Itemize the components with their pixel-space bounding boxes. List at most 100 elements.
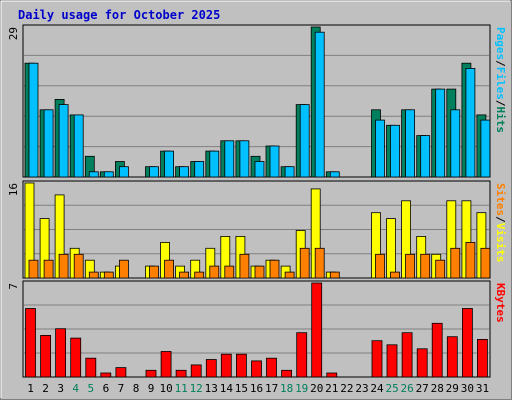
bar-sites-day-3 [58,253,69,279]
x-tick-label: 26 [400,382,413,395]
bar-sites-day-15 [239,253,250,279]
bar-kbytes-day-5 [85,357,97,378]
x-tick-label: 4 [72,382,79,395]
bar-sites-day-24 [375,253,385,279]
x-tick-label: 15 [235,382,248,395]
bar-files-day-16 [254,161,265,178]
x-tick-label: 6 [103,382,110,395]
bar-kbytes-day-30 [461,308,473,378]
x-tick-label: 3 [57,382,64,395]
legend-kbytes: KBytes [494,283,507,323]
bar-files-day-2 [43,109,54,178]
bar-kbytes-day-7 [115,367,127,378]
bar-sites-day-10 [164,259,175,279]
bar-kbytes-day-6 [100,372,112,378]
max-value-label: 16 [7,183,20,196]
bar-sites-day-19 [299,247,310,279]
bar-sites-day-25 [390,271,400,279]
series-legend-label: KBytes [494,283,507,323]
bar-kbytes-day-19 [296,332,308,378]
x-axis-labels: 1 2 3 4 5 6 7 8 9 10 11 12 13 14 15 16 17 18 19 20 21 22 23 24 2… [27,382,489,395]
x-tick-label: 21 [325,382,338,395]
bar-kbytes-day-20 [311,282,323,378]
bar-kbytes-day-24 [371,340,383,378]
bar-sites-day-27 [420,253,431,279]
x-tick-label: 25 [385,382,398,395]
bar-files-day-27 [420,135,431,178]
x-tick-label: 1 [27,382,34,395]
x-tick-label: 14 [220,382,234,395]
legend-slash: / [494,216,507,223]
bar-files-day-5 [88,171,99,178]
x-tick-label: 30 [461,382,474,395]
series-legend-label: Sites/Visits [494,183,507,263]
bar-kbytes-day-16 [251,360,262,378]
bar-files-day-18 [284,166,295,178]
bar-kbytes-day-26 [401,332,413,378]
x-tick-label: 31 [476,382,489,395]
x-tick-label: 17 [265,382,278,395]
bar-files-day-9 [149,166,159,178]
bar-kbytes-day-2 [40,334,51,378]
bar-kbytes-day-9 [145,369,157,378]
x-tick-label: 22 [340,382,353,395]
bar-kbytes-day-18 [281,369,293,378]
bar-files-day-12 [194,161,205,178]
bar-visits-day-25 [386,218,396,279]
bar-files-day-1 [28,62,39,178]
x-tick-label: 12 [190,382,203,395]
bar-kbytes-day-12 [190,364,202,378]
bar-files-day-6 [103,171,114,178]
bar-kbytes-day-31 [476,338,488,378]
legend-visits: Visits [494,223,507,263]
x-tick-label: 29 [446,382,459,395]
bar-files-day-29 [450,109,461,178]
bar-kbytes-day-15 [235,353,247,378]
max-value-label: 29 [7,27,20,40]
bar-sites-day-26 [405,253,416,279]
x-tick-label: 13 [205,382,218,395]
legend-slash: / [494,100,507,107]
bar-kbytes-day-14 [220,353,232,378]
bar-sites-day-1 [28,259,39,279]
x-tick-label: 7 [118,382,125,395]
x-tick-label: 28 [431,382,444,395]
bar-sites-day-5 [88,271,99,279]
bar-sites-day-21 [329,271,340,279]
bar-kbytes-day-28 [431,322,443,378]
bar-sites-day-4 [73,253,84,279]
x-tick-label: 20 [310,382,323,395]
bar-files-day-4 [73,114,84,178]
bar-kbytes-day-29 [446,336,458,378]
bar-sites-day-28 [435,259,446,279]
x-tick-label: 9 [148,382,155,395]
bar-files-day-11 [179,166,190,178]
x-tick-label: 8 [133,382,140,395]
bar-sites-day-12 [194,271,205,279]
x-tick-label: 10 [159,382,172,395]
x-tick-label: 11 [175,382,188,395]
bar-files-day-15 [239,140,250,178]
bar-sites-day-30 [465,241,476,279]
legend-slash: / [494,60,507,67]
bar-files-day-20 [314,31,325,178]
bar-sites-day-18 [284,271,295,279]
legend-sites: Sites [494,183,507,216]
bar-sites-day-13 [209,265,220,279]
bar-files-day-28 [435,88,446,178]
bar-files-day-24 [375,119,385,178]
bar-kbytes-day-17 [266,357,277,378]
bar-kbytes-day-1 [25,308,36,378]
bar-files-day-13 [209,150,220,178]
x-tick-label: 23 [355,382,368,395]
x-tick-label: 19 [295,382,308,395]
bar-kbytes-day-21 [326,372,338,378]
bar-sites-day-11 [179,271,190,279]
legend-pages: Pages [494,27,507,60]
bar-kbytes-day-3 [55,328,66,378]
legend-files: Files [494,67,507,100]
bar-sites-day-31 [480,247,491,279]
x-tick-label: 18 [280,382,293,395]
bar-files-day-25 [390,124,400,178]
